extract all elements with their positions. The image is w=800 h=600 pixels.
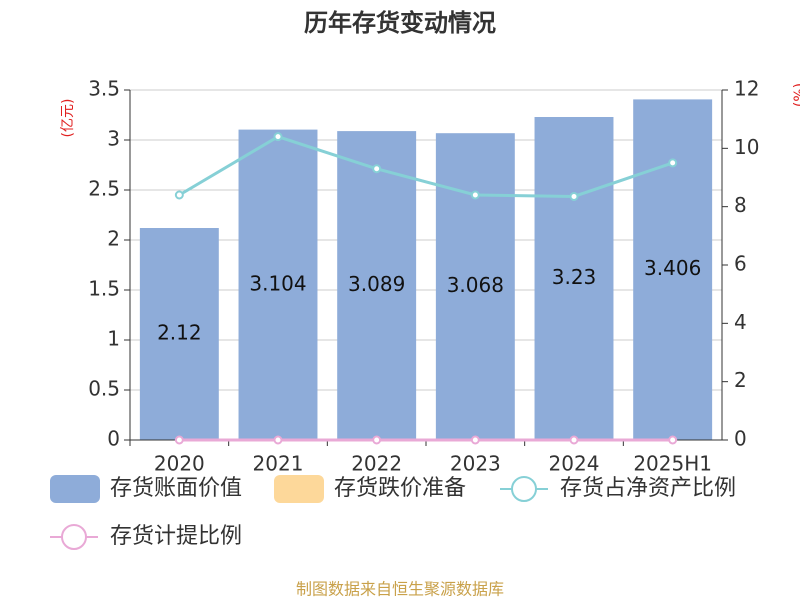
value-label: 3.23: [552, 265, 597, 289]
y-axis-label: (亿元): [60, 99, 76, 138]
y-tick-label: 2: [107, 227, 120, 251]
bar: [534, 117, 614, 440]
line-marker: [668, 435, 678, 445]
value-label: 3.068: [447, 273, 504, 297]
line-marker: [273, 435, 283, 445]
line-marker: [372, 435, 382, 445]
bar: [238, 129, 318, 440]
legend-swatch: [61, 524, 87, 550]
source-note: 制图数据来自恒生聚源数据库: [296, 580, 504, 599]
line-marker: [470, 435, 480, 445]
x-tick-label: 2024: [549, 452, 600, 476]
y2-tick-label: 0: [734, 427, 747, 451]
line-marker: [569, 191, 579, 201]
y2-tick-label: 12: [734, 77, 759, 101]
value-label: 3.089: [348, 272, 405, 296]
y-tick-label: 3: [107, 127, 120, 151]
line-marker: [174, 435, 184, 445]
y2-tick-label: 8: [734, 193, 747, 217]
x-tick-label: 2025H1: [633, 452, 712, 476]
y-tick-label: 2.5: [88, 177, 120, 201]
line-marker: [668, 158, 678, 168]
value-label: 3.406: [644, 256, 701, 280]
legend-swatch: [511, 476, 537, 502]
legend-label: 存货占净资产比例: [560, 476, 736, 501]
x-tick-label: 2020: [154, 452, 205, 476]
y2-tick-label: 6: [734, 252, 747, 276]
bar: [435, 133, 515, 440]
legend-label: 存货计提比例: [110, 524, 242, 549]
y2-tick-label: 10: [734, 135, 759, 159]
value-label: 2.12: [157, 321, 202, 345]
legend-label: 存货跌价准备: [334, 476, 466, 501]
bar: [633, 99, 713, 441]
y-tick-label: 1.5: [88, 277, 120, 301]
y2-axis-label: (%): [792, 83, 800, 107]
y-tick-label: 3.5: [88, 77, 120, 101]
chart-title: 历年存货变动情况: [304, 9, 496, 37]
line: [178, 135, 674, 198]
y2-tick-label: 2: [734, 368, 747, 392]
line-marker: [470, 190, 480, 200]
legend-label: 存货账面价值: [110, 476, 242, 501]
y-tick-label: 0: [107, 427, 120, 451]
bar: [337, 131, 417, 440]
x-tick-label: 2021: [253, 452, 304, 476]
line-marker: [569, 435, 579, 445]
legend-swatch: [50, 475, 100, 503]
y-tick-label: 0.5: [88, 377, 120, 401]
line-marker: [273, 132, 283, 142]
line-marker: [174, 190, 184, 200]
y-tick-label: 1: [107, 327, 120, 351]
value-label: 3.104: [249, 271, 306, 295]
legend-swatch: [274, 475, 324, 503]
line-marker: [372, 164, 382, 174]
bar: [139, 228, 219, 440]
y2-tick-label: 4: [734, 310, 747, 334]
x-tick-label: 2022: [351, 452, 402, 476]
x-tick-label: 2023: [450, 452, 501, 476]
